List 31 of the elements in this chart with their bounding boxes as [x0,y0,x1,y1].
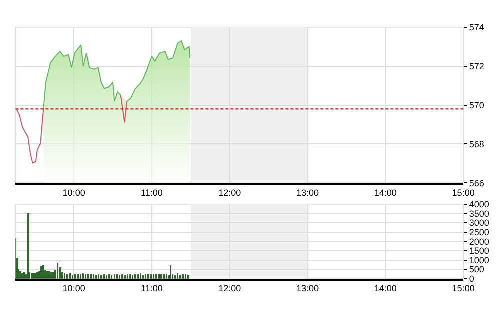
y-tick-label: 572 [469,61,484,72]
bar [42,265,45,279]
x-tick-label: 12:00 [218,284,242,294]
x-tick-label: 13:00 [296,188,320,198]
x-tick-label: 10:00 [62,188,86,198]
y-tick-label: 0 [469,274,474,284]
y-tick-label: 3000 [469,218,490,228]
y-tick-label: 2500 [469,227,490,238]
y-tick-label: 4000 [469,199,490,210]
bar [60,267,62,279]
bar [40,266,43,279]
x-tick-label: 13:00 [296,284,320,294]
y-tick-label: 574 [469,22,484,32]
x-tick-label: 15:00 [452,284,475,294]
y-tick-label: 500 [469,264,484,275]
y-tick-label: 568 [469,139,484,150]
y-tick-label: 2000 [469,236,490,247]
y-tick-label: 566 [469,178,484,188]
y-tick-label: 3500 [469,208,490,219]
x-tick-label: 14:00 [374,188,397,198]
x-tick-label: 11:00 [141,284,163,294]
x-tick-label: 11:00 [141,188,163,198]
bar [28,213,30,279]
y-tick-label: 1500 [469,246,490,256]
y-tick-label: 1000 [469,255,490,266]
x-tick-label: 12:00 [218,188,242,198]
x-tick-label: 14:00 [374,284,397,294]
x-tick-label: 15:00 [452,188,475,198]
y-tick-label: 570 [469,100,484,110]
x-tick-label: 10:00 [62,284,86,294]
bar [52,272,55,279]
